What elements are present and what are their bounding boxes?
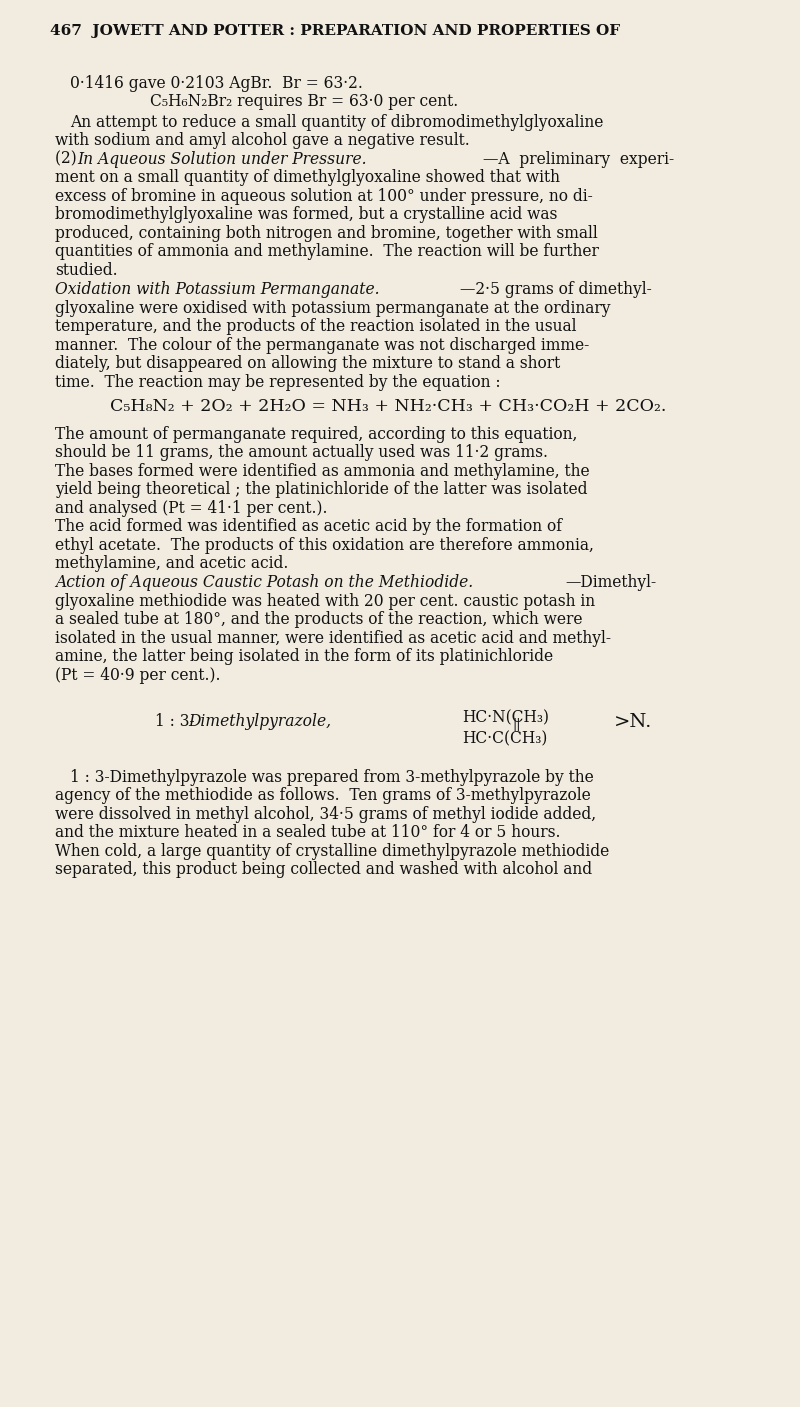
Text: 467  JOWETT AND POTTER : PREPARATION AND PROPERTIES OF: 467 JOWETT AND POTTER : PREPARATION AND … — [50, 24, 620, 38]
Text: ethyl acetate.  The products of this oxidation are therefore ammonia,: ethyl acetate. The products of this oxid… — [55, 536, 594, 553]
Text: produced, containing both nitrogen and bromine, together with small: produced, containing both nitrogen and b… — [55, 225, 598, 242]
Text: The amount of permanganate required, according to this equation,: The amount of permanganate required, acc… — [55, 425, 578, 443]
Text: studied.: studied. — [55, 262, 118, 279]
Text: yield being theoretical ; the platinichloride of the latter was isolated: yield being theoretical ; the platinichl… — [55, 481, 587, 498]
Text: diately, but disappeared on allowing the mixture to stand a short: diately, but disappeared on allowing the… — [55, 356, 560, 373]
Text: bromodimethylglyoxaline was formed, but a crystalline acid was: bromodimethylglyoxaline was formed, but … — [55, 207, 558, 224]
Text: Dimethylpyrazole,: Dimethylpyrazole, — [188, 713, 331, 730]
Text: separated, this product being collected and washed with alcohol and: separated, this product being collected … — [55, 861, 592, 878]
Text: quantities of ammonia and methylamine.  The reaction will be further: quantities of ammonia and methylamine. T… — [55, 243, 599, 260]
Text: (2): (2) — [55, 151, 82, 167]
Text: temperature, and the products of the reaction isolated in the usual: temperature, and the products of the rea… — [55, 318, 577, 335]
Text: 1 : 3-: 1 : 3- — [155, 713, 194, 730]
Text: time.  The reaction may be represented by the equation :: time. The reaction may be represented by… — [55, 374, 501, 391]
Text: C₅H₈N₂ + 2O₂ + 2H₂O = NH₃ + NH₂·CH₃ + CH₃·CO₂H + 2CO₂.: C₅H₈N₂ + 2O₂ + 2H₂O = NH₃ + NH₂·CH₃ + CH… — [110, 398, 666, 415]
Text: HC·C(CH₃): HC·C(CH₃) — [462, 730, 547, 747]
Text: The acid formed was identified as acetic acid by the formation of: The acid formed was identified as acetic… — [55, 518, 562, 535]
Text: (Pt = 40·9 per cent.).: (Pt = 40·9 per cent.). — [55, 667, 221, 684]
Text: ||: || — [513, 718, 522, 732]
Text: —2·5 grams of dimethyl-: —2·5 grams of dimethyl- — [460, 281, 652, 298]
Text: glyoxaline methiodide was heated with 20 per cent. caustic potash in: glyoxaline methiodide was heated with 20… — [55, 592, 595, 611]
Text: C₅H₆N₂Br₂ requires Br = 63·0 per cent.: C₅H₆N₂Br₂ requires Br = 63·0 per cent. — [150, 93, 458, 111]
Text: HC·N(CH₃): HC·N(CH₃) — [462, 709, 549, 726]
Text: When cold, a large quantity of crystalline dimethylpyrazole methiodide: When cold, a large quantity of crystalli… — [55, 843, 610, 860]
Text: The bases formed were identified as ammonia and methylamine, the: The bases formed were identified as ammo… — [55, 463, 590, 480]
Text: 0·1416 gave 0·2103 AgBr.  Br = 63·2.: 0·1416 gave 0·2103 AgBr. Br = 63·2. — [70, 75, 363, 91]
Text: were dissolved in methyl alcohol, 34·5 grams of methyl iodide added,: were dissolved in methyl alcohol, 34·5 g… — [55, 806, 596, 823]
Text: and analysed (Pt = 41·1 per cent.).: and analysed (Pt = 41·1 per cent.). — [55, 499, 327, 516]
Text: —A  preliminary  experi-: —A preliminary experi- — [483, 151, 674, 167]
Text: ment on a small quantity of dimethylglyoxaline showed that with: ment on a small quantity of dimethylglyo… — [55, 169, 560, 186]
Text: methylamine, and acetic acid.: methylamine, and acetic acid. — [55, 556, 288, 573]
Text: agency of the methiodide as follows.  Ten grams of 3-methylpyrazole: agency of the methiodide as follows. Ten… — [55, 788, 590, 805]
Text: isolated in the usual manner, were identified as acetic acid and methyl-: isolated in the usual manner, were ident… — [55, 630, 611, 647]
Text: and the mixture heated in a sealed tube at 110° for 4 or 5 hours.: and the mixture heated in a sealed tube … — [55, 825, 561, 841]
Text: Oxidation with Potassium Permanganate.: Oxidation with Potassium Permanganate. — [55, 281, 379, 298]
Text: amine, the latter being isolated in the form of its platinichloride: amine, the latter being isolated in the … — [55, 649, 553, 666]
Text: An attempt to reduce a small quantity of dibromodimethylglyoxaline: An attempt to reduce a small quantity of… — [70, 114, 603, 131]
Text: should be 11 grams, the amount actually used was 11·2 grams.: should be 11 grams, the amount actually … — [55, 445, 548, 461]
Text: —Dimethyl-: —Dimethyl- — [565, 574, 656, 591]
Text: manner.  The colour of the permanganate was not discharged imme-: manner. The colour of the permanganate w… — [55, 336, 590, 353]
Text: >N.: >N. — [614, 713, 652, 732]
Text: with sodium and amyl alcohol gave a negative result.: with sodium and amyl alcohol gave a nega… — [55, 132, 470, 149]
Text: Action of Aqueous Caustic Potash on the Methiodide.: Action of Aqueous Caustic Potash on the … — [55, 574, 473, 591]
Text: glyoxaline were oxidised with potassium permanganate at the ordinary: glyoxaline were oxidised with potassium … — [55, 300, 610, 317]
Text: In Aqueous Solution under Pressure.: In Aqueous Solution under Pressure. — [77, 151, 366, 167]
Text: a sealed tube at 180°, and the products of the reaction, which were: a sealed tube at 180°, and the products … — [55, 612, 582, 629]
Text: 1 : 3-Dimethylpyrazole was prepared from 3-methylpyrazole by the: 1 : 3-Dimethylpyrazole was prepared from… — [70, 768, 594, 785]
Text: excess of bromine in aqueous solution at 100° under pressure, no di-: excess of bromine in aqueous solution at… — [55, 189, 593, 205]
